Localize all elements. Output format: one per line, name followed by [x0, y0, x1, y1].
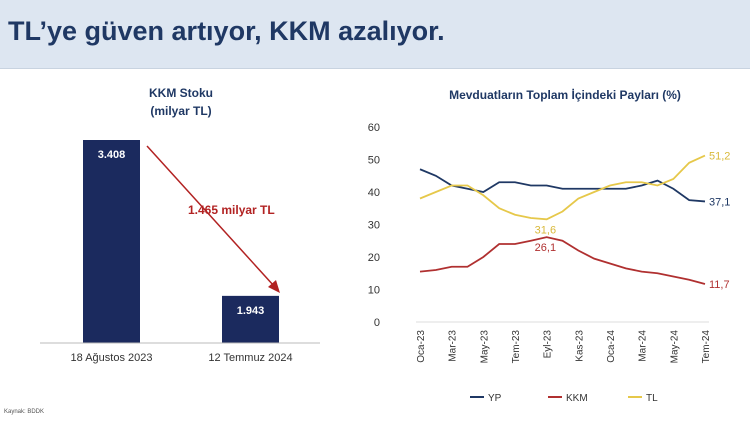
legend-label: TL [646, 393, 658, 404]
line-chart-title: Mevduatların Toplam İçindeki Payları (%) [449, 87, 681, 102]
arrow [146, 145, 275, 287]
y-tick-label: 40 [368, 187, 380, 199]
bar-value-label: 1.943 [237, 305, 265, 317]
page-title: TL’ye güven artıyor, KKM azalıyor. [8, 16, 445, 46]
arrow-head [268, 280, 280, 293]
source-note: Kaynak: BDDK [4, 409, 45, 415]
series-line-kkm [419, 236, 706, 285]
data-label: 31,6 [535, 224, 556, 236]
x-tick-label: Tem-23 [511, 330, 522, 364]
x-tick-label: May-24 [669, 330, 680, 364]
data-label: 37,1 [709, 196, 730, 208]
legend-label: KKM [566, 393, 588, 404]
x-tick-label: Eyl-23 [543, 330, 554, 359]
y-tick-label: 50 [368, 155, 380, 167]
x-tick-label: Tem-24 [701, 330, 712, 364]
y-tick-label: 60 [368, 122, 380, 134]
bar-category-label: 18 Ağustos 2023 [71, 352, 153, 364]
data-label: 51,2 [709, 151, 730, 163]
data-label: 26,1 [535, 242, 556, 254]
bar-value-label: 3.408 [98, 149, 126, 161]
bar [83, 140, 140, 343]
y-tick-label: 20 [368, 252, 380, 264]
y-tick-label: 10 [368, 285, 380, 297]
x-tick-label: May-23 [479, 330, 490, 364]
bar-chart-title: KKM Stoku [149, 86, 213, 100]
bar-annotation: 1.465 milyar TL [188, 203, 275, 217]
x-tick-label: Oca-23 [416, 330, 427, 363]
y-tick-label: 0 [374, 317, 380, 329]
series-line-tl [419, 154, 706, 221]
legend-label: YP [488, 393, 502, 404]
series-line-yp [419, 168, 706, 203]
bar-category-label: 12 Temmuz 2024 [208, 352, 292, 364]
data-label: 11,7 [709, 279, 730, 291]
bar-chart-subtitle: (milyar TL) [150, 104, 211, 118]
x-tick-label: Mar-23 [448, 330, 459, 362]
y-tick-label: 30 [368, 220, 380, 232]
x-tick-label: Mar-24 [638, 330, 649, 362]
header-banner: TL’ye güven artıyor, KKM azalıyor. [0, 0, 750, 69]
x-tick-label: Oca-24 [606, 330, 617, 363]
bar [222, 295, 279, 343]
x-tick-label: Kas-23 [574, 330, 585, 362]
